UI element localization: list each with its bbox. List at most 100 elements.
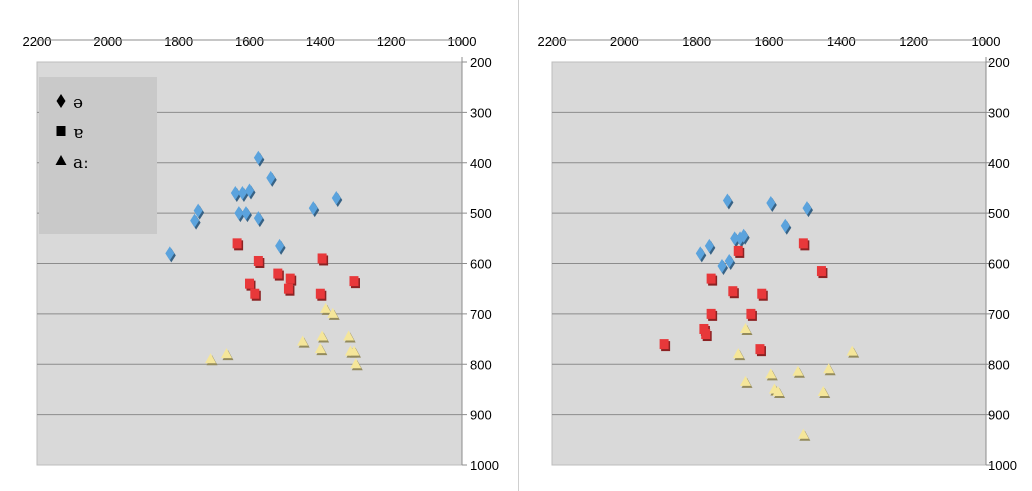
legend: əɐ aː — [39, 77, 157, 234]
data-point-square — [733, 245, 743, 256]
data-point-triangle — [846, 345, 858, 356]
data-point-square — [699, 323, 709, 334]
data-point-square — [798, 238, 808, 249]
y-tick-label: 900 — [470, 408, 492, 423]
data-point-triangle — [797, 428, 809, 439]
data-point-diamond — [724, 253, 734, 268]
data-point-triangle — [205, 353, 217, 364]
y-tick-label: 800 — [988, 357, 1010, 372]
y-tick-label: 500 — [470, 206, 492, 221]
data-point-square — [755, 344, 765, 355]
y-tick-label: 400 — [988, 156, 1010, 171]
legend-box — [39, 77, 157, 234]
x-tick-label: 2000 — [93, 34, 122, 49]
y-tick-label: 600 — [988, 257, 1010, 272]
data-point-triangle — [220, 348, 232, 359]
data-point-square — [728, 286, 738, 297]
y-tick-label: 200 — [988, 55, 1010, 70]
x-tick-label: 1800 — [164, 34, 193, 49]
x-tick-label: 1400 — [827, 34, 856, 49]
data-point-diamond — [704, 238, 714, 253]
y-tick-label: 600 — [470, 257, 492, 272]
data-point-square — [701, 329, 711, 340]
right-scatter-chart: 200 300 400 500 600 700 800 900 1000 2200 2000 1800… — [538, 34, 1017, 473]
data-point-square — [706, 273, 716, 284]
data-point-square — [757, 288, 767, 299]
data-point-diamond — [780, 218, 790, 233]
data-point-diamond — [230, 185, 240, 200]
data-point-triangle — [823, 363, 835, 374]
data-point-diamond — [253, 150, 263, 165]
data-point-triangle — [739, 375, 751, 386]
data-point-square — [253, 255, 263, 266]
data-point-square — [315, 288, 325, 299]
data-point-diamond — [722, 193, 732, 208]
series-square-points — [232, 238, 360, 301]
data-point-triangle — [772, 385, 784, 396]
data-point-square — [816, 266, 826, 277]
x-tick-label: 1000 — [448, 34, 477, 49]
data-point-diamond — [331, 191, 341, 206]
data-point-diamond — [245, 183, 254, 198]
data-point-square — [746, 308, 756, 319]
y-tick-label: 300 — [470, 105, 492, 120]
x-tick-label: 1200 — [899, 34, 928, 49]
data-point-diamond — [234, 206, 244, 221]
legend-label: ə — [73, 93, 83, 113]
data-point-diamond — [695, 246, 705, 261]
data-point-square — [232, 238, 242, 249]
data-point-diamond — [165, 246, 175, 261]
data-point-triangle — [739, 322, 751, 333]
legend-label: ɐ — [73, 123, 83, 143]
series-square-points — [659, 238, 828, 357]
data-point-triangle — [320, 302, 332, 313]
data-point-diamond — [802, 201, 812, 216]
data-point-square — [706, 308, 716, 319]
x-tick-label: 1600 — [755, 34, 784, 49]
series-triangle-points — [732, 322, 860, 441]
legend-marker-square — [56, 126, 66, 136]
x-tick-label: 1800 — [682, 34, 711, 49]
data-point-square — [317, 253, 327, 264]
x-tick-label: 2200 — [23, 34, 52, 49]
data-point-diamond — [730, 231, 740, 246]
left-chart-panel: 200 300 400 500 600 700 800 900 1000 2200 2000 1800… — [23, 34, 499, 473]
data-point-square — [349, 276, 359, 287]
x-tick-label: 1200 — [377, 34, 406, 49]
data-point-diamond — [308, 201, 318, 216]
data-point-diamond — [766, 196, 776, 211]
data-point-square — [273, 268, 283, 279]
x-tick-label: 1400 — [306, 34, 335, 49]
data-point-diamond — [237, 185, 247, 200]
x-tick-label: 2000 — [610, 34, 639, 49]
y-tick-label: 300 — [988, 105, 1010, 120]
y-tick-label: 400 — [470, 156, 492, 171]
left-scatter-chart: 200 300 400 500 600 700 800 900 1000 2200 2000 1800… — [23, 34, 499, 473]
data-point-triangle — [343, 330, 355, 341]
data-point-square — [250, 288, 260, 299]
y-tick-label: 700 — [988, 307, 1010, 322]
data-point-diamond — [253, 211, 263, 226]
data-point-diamond — [739, 228, 749, 243]
data-point-square — [245, 278, 254, 289]
data-point-square — [283, 283, 293, 294]
data-point-diamond — [241, 206, 251, 221]
y-tick-label: 900 — [988, 408, 1010, 423]
data-point-triangle — [350, 358, 362, 369]
data-point-triangle — [792, 365, 804, 376]
right-chart-panel: 200 300 400 500 600 700 800 900 1000 2200 2000 1800… — [519, 0, 1032, 491]
data-point-triangle — [314, 343, 326, 354]
data-point-diamond — [193, 203, 203, 218]
x-tick-label: 1600 — [235, 34, 264, 49]
data-point-triangle — [765, 368, 777, 379]
legend-marker-diamond — [56, 94, 66, 108]
legend-marker-triangle — [55, 155, 67, 165]
legend-label: aː — [73, 153, 89, 173]
x-tick-label: 1000 — [972, 34, 1001, 49]
data-point-triangle — [817, 385, 829, 396]
data-point-triangle — [327, 307, 339, 318]
data-point-diamond — [275, 238, 285, 253]
series-triangle-points — [205, 302, 363, 371]
panel-divider — [518, 0, 519, 491]
series-diamond-points — [695, 193, 813, 276]
